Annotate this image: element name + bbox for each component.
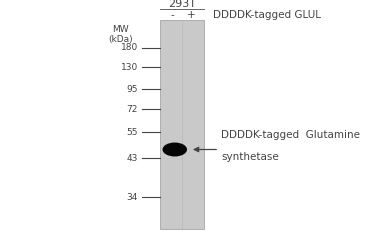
- Text: MW
(kDa): MW (kDa): [109, 24, 133, 44]
- Text: 55: 55: [126, 128, 138, 137]
- Text: +: +: [187, 10, 196, 20]
- Text: 95: 95: [126, 85, 138, 94]
- Text: 130: 130: [121, 63, 138, 72]
- Text: synthetase: synthetase: [221, 152, 279, 162]
- Text: DDDDK-tagged GLUL: DDDDK-tagged GLUL: [213, 10, 321, 20]
- Text: 72: 72: [126, 104, 138, 114]
- Text: 43: 43: [126, 154, 138, 162]
- Text: 180: 180: [121, 43, 138, 52]
- Text: 293T: 293T: [168, 0, 196, 9]
- Ellipse shape: [162, 142, 187, 156]
- Text: DDDDK-tagged  Glutamine: DDDDK-tagged Glutamine: [221, 130, 360, 140]
- Text: -: -: [171, 10, 174, 20]
- Bar: [161, 20, 204, 229]
- Text: 34: 34: [126, 193, 138, 202]
